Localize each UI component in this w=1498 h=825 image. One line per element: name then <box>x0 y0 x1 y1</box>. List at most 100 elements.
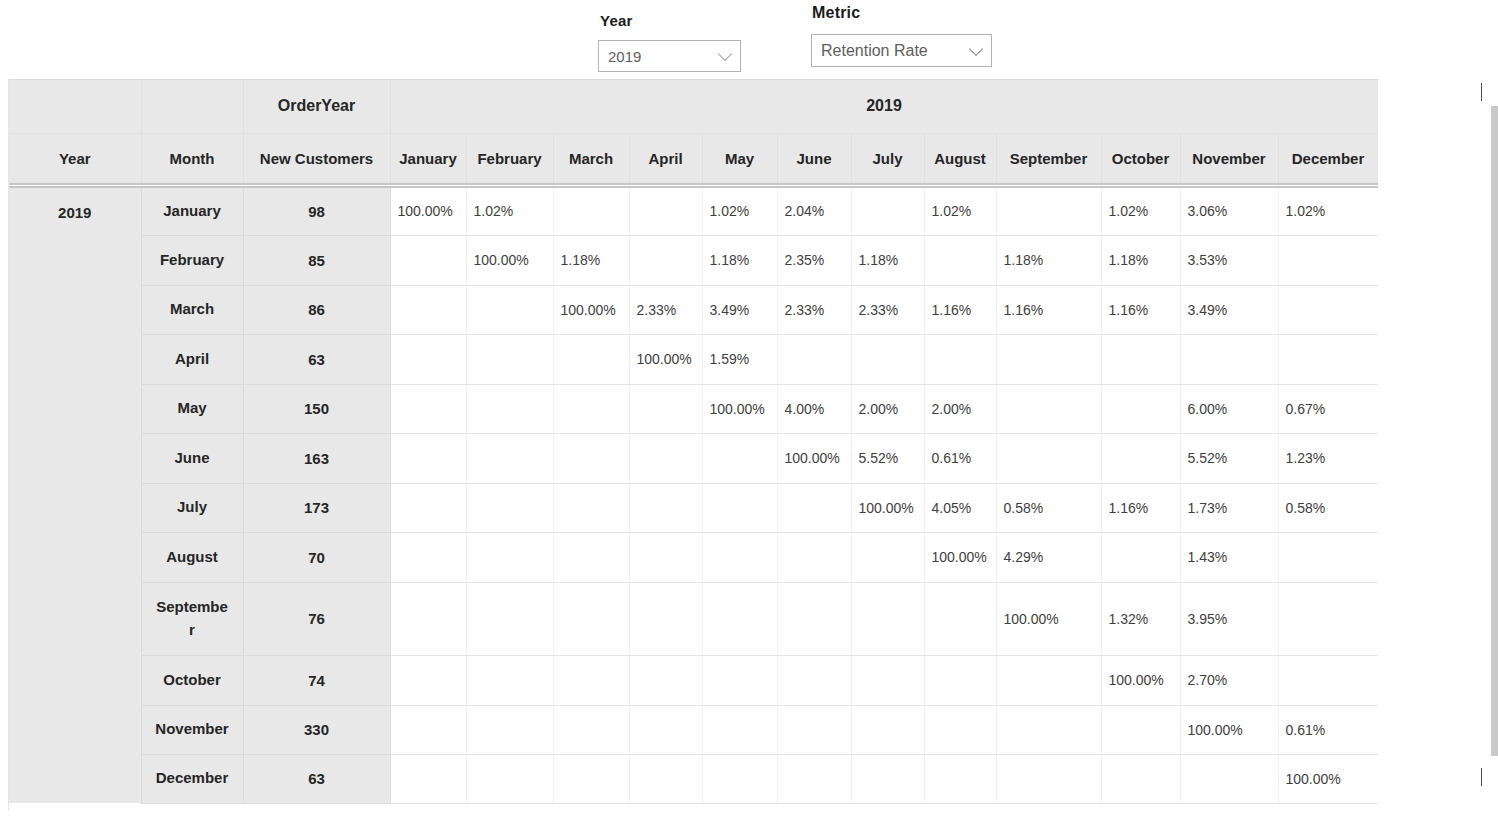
retention-cell <box>390 754 466 803</box>
matrix-row-april: April63100.00%1.59% <box>9 334 1378 384</box>
retention-cell: 1.16% <box>924 285 996 334</box>
retention-cell <box>390 384 466 433</box>
row-header-month-label: August <box>166 546 218 569</box>
year-slicer-dropdown[interactable]: 2019 <box>598 40 741 72</box>
retention-cell <box>924 235 996 285</box>
retention-cell: 1.23% <box>1278 433 1378 483</box>
retention-cell: 0.58% <box>996 483 1101 532</box>
retention-cell <box>851 334 924 384</box>
retention-cell <box>1278 285 1378 334</box>
matrix-row-october: October74100.00%2.70% <box>9 655 1378 705</box>
retention-cell <box>629 433 702 483</box>
row-header-new-customers: 173 <box>243 483 390 532</box>
vertical-scrollbar[interactable] <box>1491 106 1498 756</box>
retention-cell: 100.00% <box>1278 754 1378 803</box>
scroll-down-button[interactable] <box>1481 768 1495 782</box>
retention-cell: 2.33% <box>629 285 702 334</box>
year-slicer-label: Year <box>600 12 633 29</box>
matrix-row-january: 2019January98100.00%1.02%1.02%2.04%1.02%… <box>9 185 1378 235</box>
retention-cell <box>466 483 553 532</box>
retention-cell: 1.02% <box>466 185 553 235</box>
month-header-february: February <box>466 133 553 185</box>
retention-cell <box>777 705 851 754</box>
retention-cell <box>553 582 629 655</box>
retention-cell <box>466 384 553 433</box>
retention-cell <box>924 655 996 705</box>
retention-cell <box>553 532 629 582</box>
metric-slicer-dropdown[interactable]: Retention Rate <box>811 34 992 67</box>
retention-cell: 3.06% <box>1180 185 1278 235</box>
retention-cell <box>629 235 702 285</box>
retention-cell: 1.73% <box>1180 483 1278 532</box>
retention-cell: 3.49% <box>702 285 777 334</box>
retention-cell <box>702 532 777 582</box>
retention-cell: 1.02% <box>1101 185 1180 235</box>
row-header-month: March <box>141 285 243 334</box>
retention-cell: 3.49% <box>1180 285 1278 334</box>
retention-cell <box>390 532 466 582</box>
month-column-header: Month <box>141 133 243 185</box>
report-canvas: Year 2019 Metric Retention Rate <box>0 0 1498 825</box>
row-header-month: November <box>141 705 243 754</box>
chevron-down-icon <box>969 41 983 55</box>
scroll-up-button[interactable] <box>1481 83 1495 97</box>
row-header-month-label: July <box>177 496 207 519</box>
month-header-january: January <box>390 133 466 185</box>
retention-cell <box>1278 334 1378 384</box>
retention-cell: 1.02% <box>702 185 777 235</box>
retention-cell <box>629 705 702 754</box>
row-header-month-label: June <box>174 447 209 470</box>
retention-cell: 1.16% <box>1101 285 1180 334</box>
retention-cell: 100.00% <box>702 384 777 433</box>
row-header-new-customers: 150 <box>243 384 390 433</box>
row-header-new-customers: 70 <box>243 532 390 582</box>
retention-cell <box>702 655 777 705</box>
retention-cell <box>1180 334 1278 384</box>
row-header-month-label: March <box>170 298 214 321</box>
retention-cell <box>702 433 777 483</box>
retention-cell <box>702 582 777 655</box>
retention-cell <box>1101 384 1180 433</box>
retention-cell: 2.00% <box>924 384 996 433</box>
retention-cell <box>1278 582 1378 655</box>
retention-cell: 0.61% <box>1278 705 1378 754</box>
month-header-december: December <box>1278 133 1378 185</box>
matrix-row-december: December63100.00% <box>9 754 1378 803</box>
retention-cell: 1.18% <box>996 235 1101 285</box>
retention-cell <box>390 433 466 483</box>
retention-matrix-table: OrderYear 2019 Year Month New Customers … <box>9 80 1378 804</box>
row-header-new-customers: 163 <box>243 433 390 483</box>
month-header-june: June <box>777 133 851 185</box>
retention-cell <box>553 655 629 705</box>
retention-cell <box>466 285 553 334</box>
row-header-month: August <box>141 532 243 582</box>
retention-cell: 1.02% <box>1278 185 1378 235</box>
retention-cell <box>1278 235 1378 285</box>
chevron-down-icon <box>718 47 732 61</box>
retention-cell <box>553 483 629 532</box>
retention-cell: 5.52% <box>851 433 924 483</box>
retention-cell <box>851 532 924 582</box>
retention-cell: 3.53% <box>1180 235 1278 285</box>
retention-cell <box>996 705 1101 754</box>
month-header-september: September <box>996 133 1101 185</box>
retention-cell: 1.18% <box>851 235 924 285</box>
matrix-row-june: June163100.00%5.52%0.61%5.52%1.23% <box>9 433 1378 483</box>
row-header-month-label: February <box>160 249 224 272</box>
retention-cell <box>996 754 1101 803</box>
retention-cell <box>553 754 629 803</box>
retention-cell <box>702 483 777 532</box>
matrix-header-group-row: OrderYear 2019 <box>9 80 1378 133</box>
retention-cell: 100.00% <box>390 185 466 235</box>
row-header-month: September <box>141 582 243 655</box>
month-header-april: April <box>629 133 702 185</box>
retention-cell <box>1101 334 1180 384</box>
retention-cell: 100.00% <box>1180 705 1278 754</box>
matrix-row-november: November330100.00%0.61% <box>9 705 1378 754</box>
retention-cell: 4.29% <box>996 532 1101 582</box>
year-column-header: Year <box>9 133 141 185</box>
retention-cell <box>851 754 924 803</box>
row-header-month: May <box>141 384 243 433</box>
retention-cell <box>466 334 553 384</box>
matrix-row-september: September76100.00%1.32%3.95% <box>9 582 1378 655</box>
